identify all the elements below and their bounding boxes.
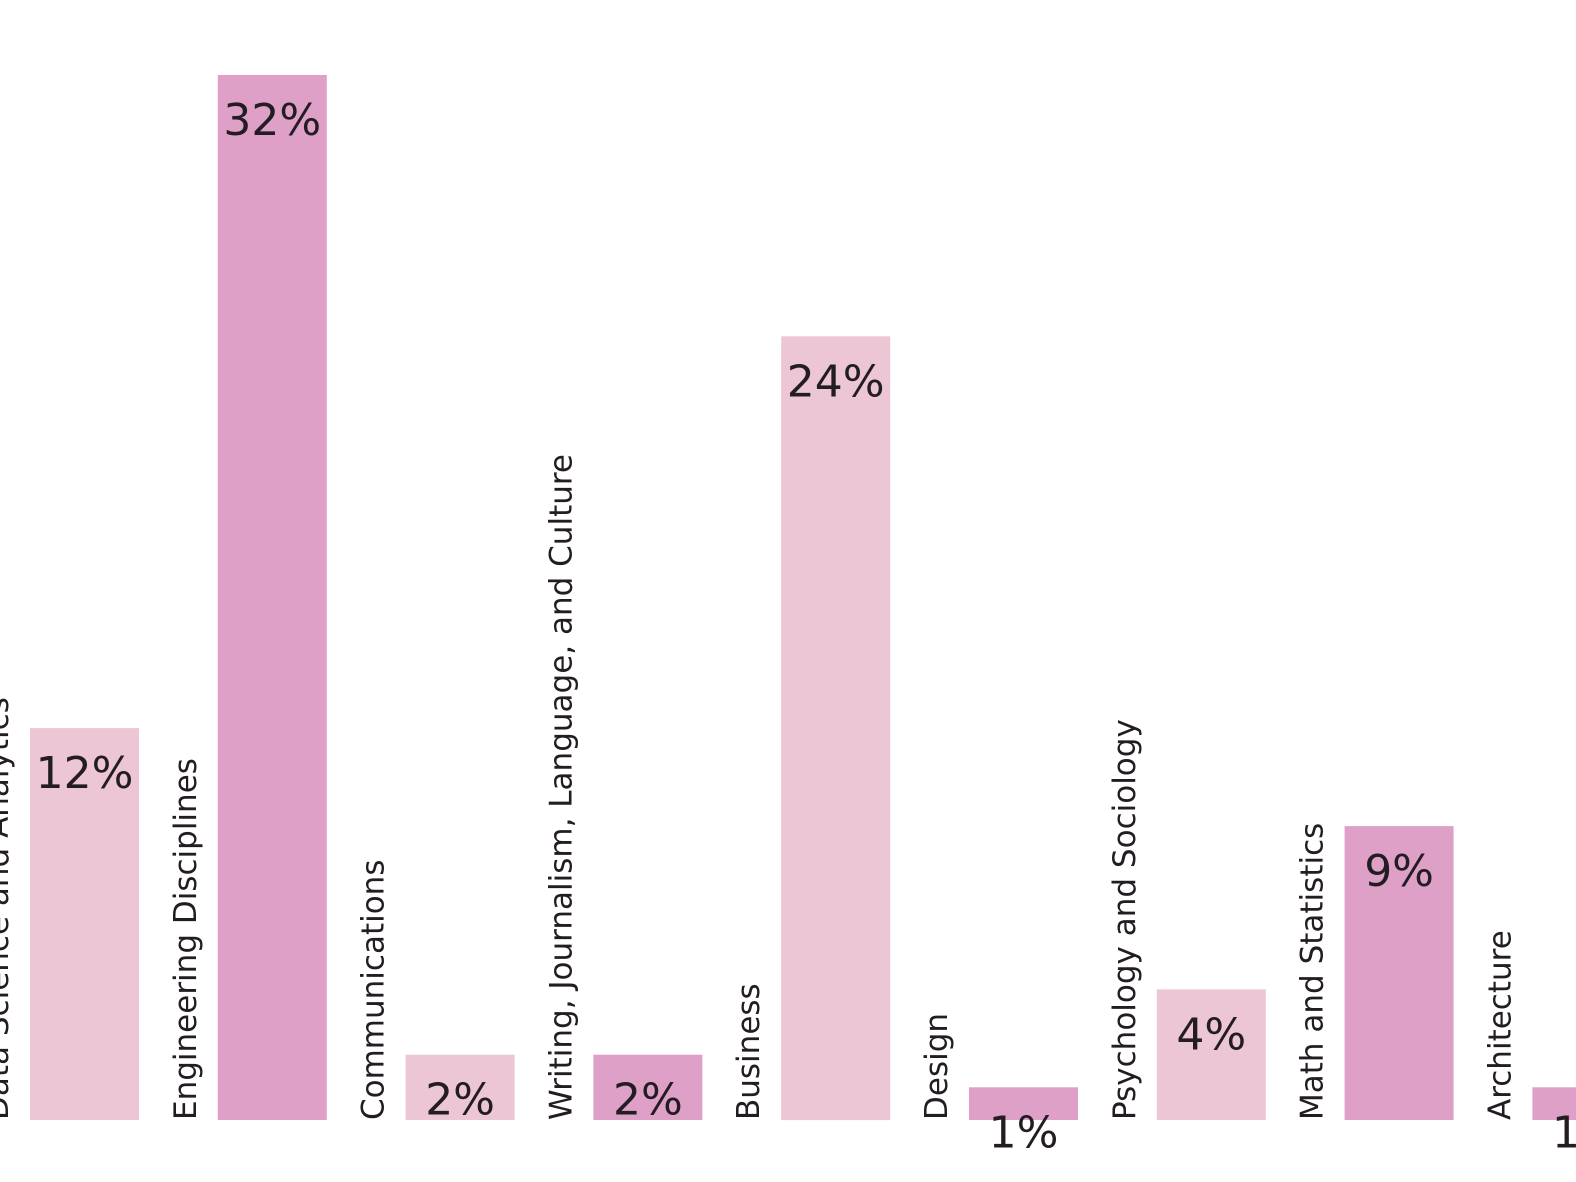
bar-math-and-statistics bbox=[1344, 826, 1454, 1120]
value-label-writing-journalism-language-and-culture: 2% bbox=[613, 1075, 683, 1126]
value-label-data-science-and-analytics: 12% bbox=[36, 748, 134, 799]
bar-data-science-and-analytics bbox=[30, 728, 139, 1120]
category-label-business: Business bbox=[731, 983, 767, 1120]
value-label-business: 24% bbox=[787, 356, 885, 407]
value-label-architecture: 1% bbox=[1552, 1107, 1576, 1158]
value-label-psychology-and-sociology: 4% bbox=[1176, 1009, 1246, 1060]
bar-communications bbox=[405, 1054, 515, 1120]
bar-psychology-and-sociology bbox=[1156, 989, 1266, 1120]
category-label-writing-journalism-language-and-culture: Writing, Journalism, Language, and Cultu… bbox=[543, 454, 579, 1120]
value-label-engineering-disciplines: 32% bbox=[223, 95, 321, 146]
category-label-math-and-statistics: Math and Statistics bbox=[1295, 823, 1331, 1120]
value-labels-group: 12% 32% 2% 2% 24% 1% 4% 9% 1% bbox=[36, 95, 1576, 1158]
value-label-design: 1% bbox=[989, 1107, 1059, 1158]
bar-design bbox=[969, 1087, 1078, 1120]
category-labels-group: Data Science and Analytics Engineering Di… bbox=[0, 454, 1518, 1120]
category-label-engineering-disciplines: Engineering Disciplines bbox=[168, 758, 204, 1120]
category-label-psychology-and-sociology: Psychology and Sociology bbox=[1107, 719, 1143, 1120]
category-label-data-science-and-analytics: Data Science and Analytics bbox=[0, 697, 16, 1120]
value-label-communications: 2% bbox=[425, 1075, 495, 1126]
bar-writing-journalism-language-and-culture bbox=[593, 1054, 703, 1120]
bar-engineering-disciplines bbox=[217, 75, 327, 1120]
bar-architecture bbox=[1532, 1087, 1576, 1120]
value-label-math-and-statistics: 9% bbox=[1364, 846, 1434, 897]
bar-business bbox=[781, 336, 891, 1121]
bars-group bbox=[30, 75, 1576, 1121]
category-label-design: Design bbox=[919, 1013, 955, 1120]
category-label-architecture: Architecture bbox=[1482, 930, 1518, 1120]
category-label-communications: Communications bbox=[356, 860, 392, 1121]
